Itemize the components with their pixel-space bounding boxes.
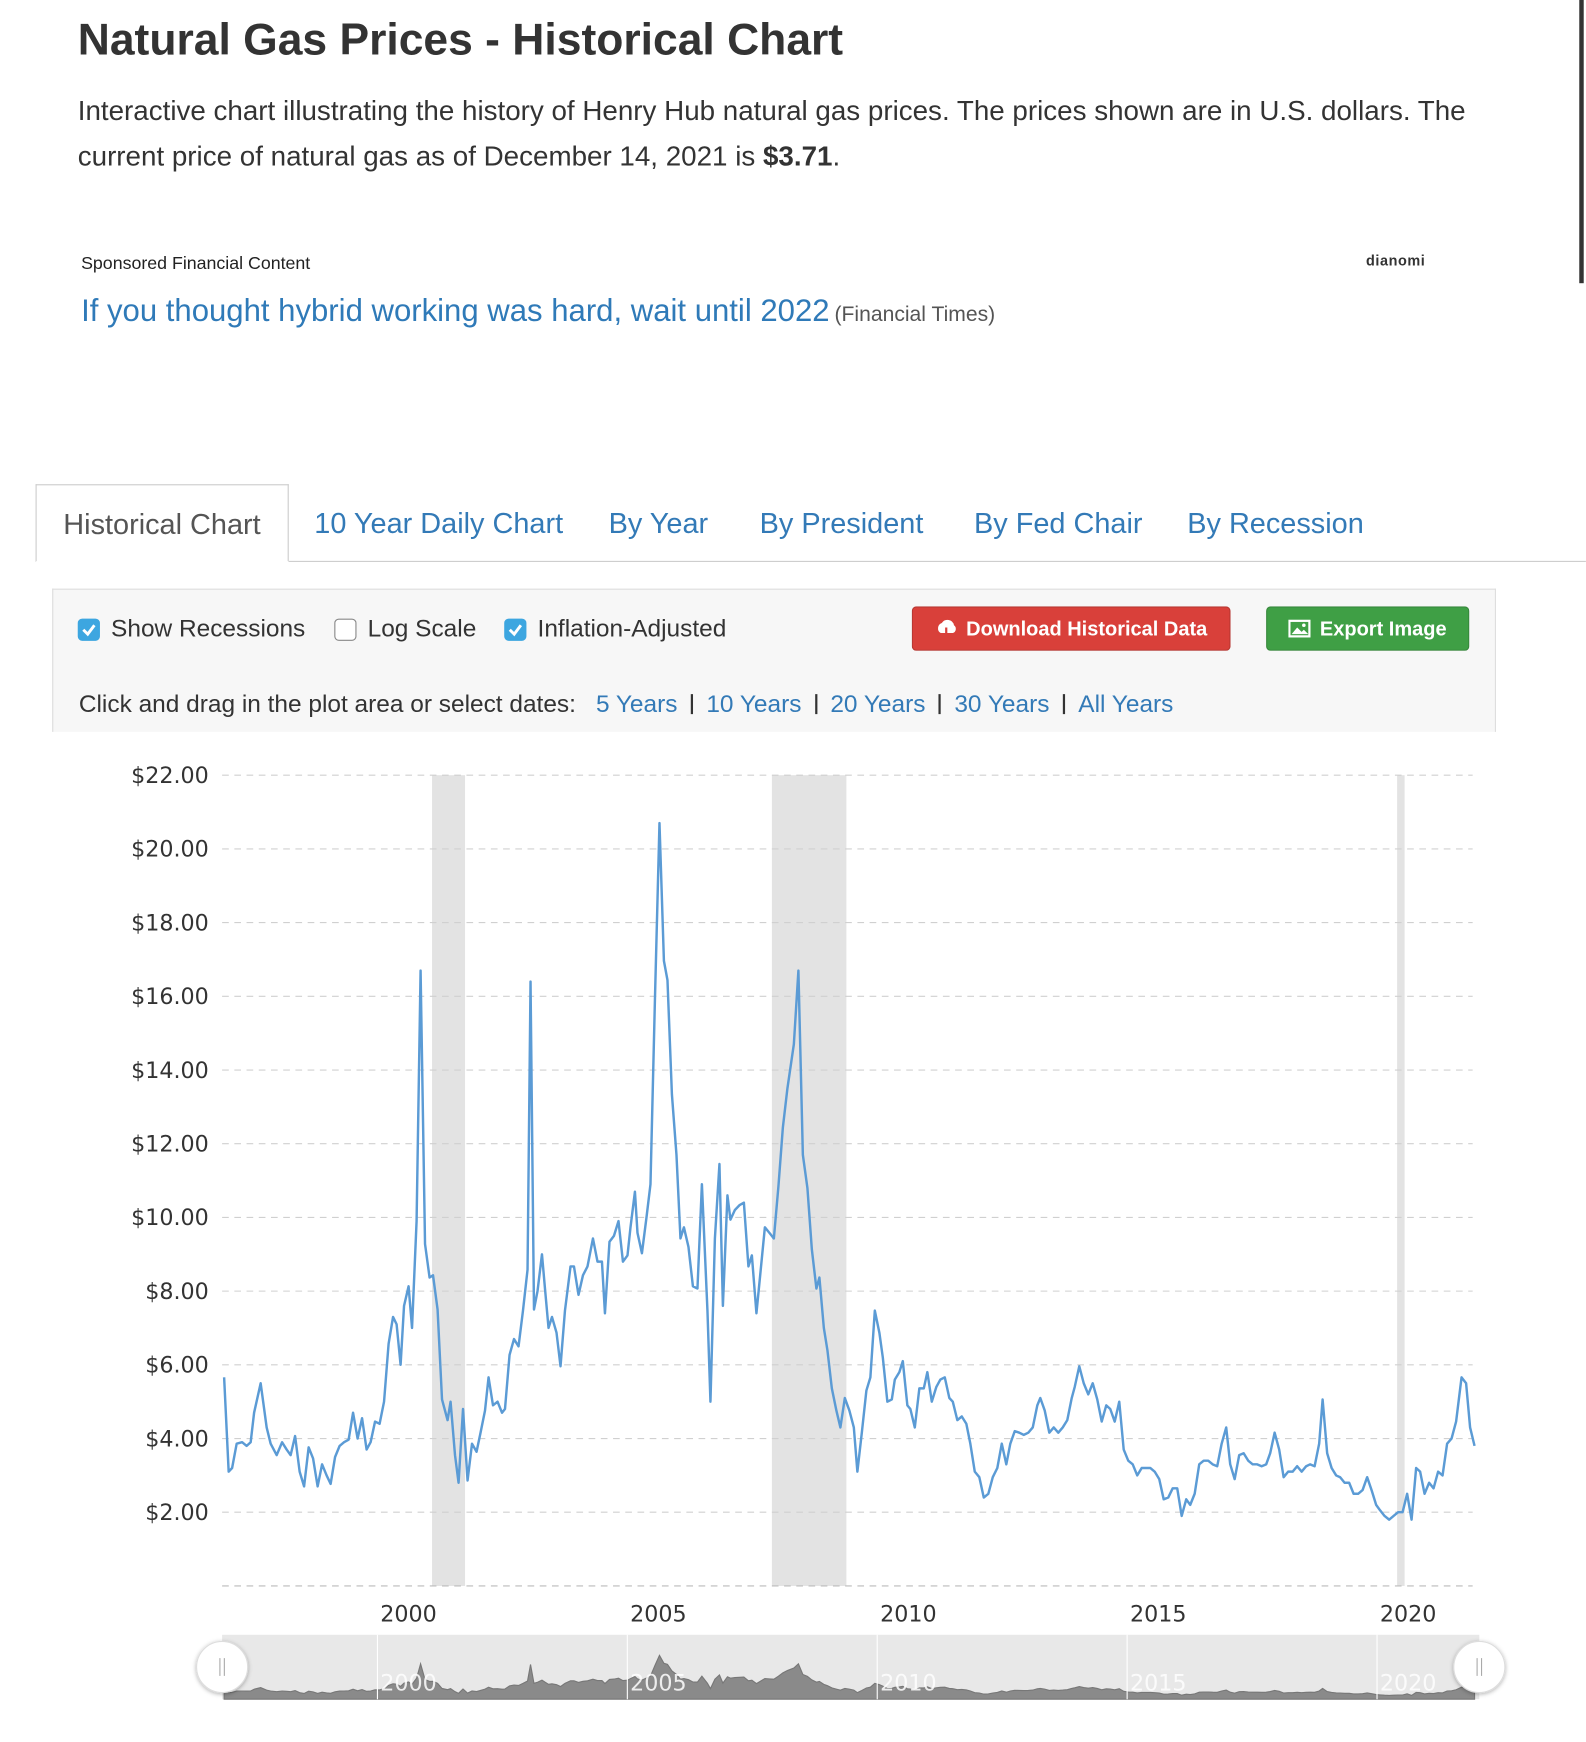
image-icon <box>1288 619 1312 638</box>
tab[interactable]: By Fed Chair <box>973 506 1143 540</box>
tab-underline <box>283 560 1586 562</box>
sponsored-label: Sponsored Financial Content <box>81 254 311 274</box>
y-tick-label: $18.00 <box>131 910 209 936</box>
navigator-handle[interactable] <box>1453 1640 1506 1694</box>
range-link[interactable]: 20 Years <box>814 691 939 716</box>
sponsor-brand[interactable]: Dianomi <box>1366 252 1426 269</box>
y-tick-label: $8.00 <box>145 1279 209 1305</box>
navigator-label: 2020 <box>1380 1670 1437 1696</box>
button[interactable]: Download Historical Data <box>911 606 1231 651</box>
range-link[interactable]: 30 Years <box>938 691 1063 716</box>
current-price: $3.71 <box>762 141 833 173</box>
option-label: Inflation-Adjusted <box>537 614 727 642</box>
x-tick-label: 2000 <box>380 1601 437 1627</box>
y-tick-label: $2.00 <box>145 1500 209 1526</box>
option-label: Log Scale <box>367 614 477 642</box>
range-link[interactable]: 10 Years <box>690 691 815 716</box>
navigator-label: 2015 <box>1130 1670 1187 1696</box>
x-tick-label: 2010 <box>880 1601 937 1627</box>
navigator-label: 2000 <box>380 1670 437 1696</box>
navigator-area <box>223 1654 1476 1700</box>
navigator-label: 2010 <box>880 1670 937 1696</box>
button-label[interactable]: Download Historical Data <box>966 617 1208 640</box>
checkbox-option[interactable]: Log Scale <box>334 612 476 645</box>
description: Interactive chart illustrating the histo… <box>78 89 1522 180</box>
control-panel: Click and drag in the plot area or selec… <box>52 588 1496 732</box>
button-label[interactable]: Export Image <box>1319 617 1447 640</box>
sponsored-headline[interactable]: If you thought hybrid working was hard, … <box>81 293 830 328</box>
checkbox-option[interactable]: Inflation-Adjusted <box>504 612 726 645</box>
handle-circle <box>1453 1640 1506 1694</box>
sponsored-item: If you thought hybrid working was hard, … <box>81 293 995 329</box>
download-icon <box>937 619 956 640</box>
checkbox-checked[interactable] <box>504 618 527 641</box>
range-list: 5 Years 10 Years 20 Years 30 Years All Years <box>583 690 1187 718</box>
y-tick-label: $14.00 <box>131 1058 209 1084</box>
scrollbar <box>1579 0 1584 284</box>
recession-band <box>1397 775 1405 1586</box>
checkbox-unchecked[interactable] <box>334 618 357 641</box>
handle-circle <box>196 1640 249 1694</box>
sponsored-source: (Financial Times) <box>834 303 996 327</box>
navigator-handle[interactable] <box>196 1640 249 1694</box>
y-tick-label: $4.00 <box>145 1426 209 1452</box>
y-tick-label: $22.00 <box>131 763 209 789</box>
range-link[interactable]: All Years <box>1062 691 1187 716</box>
chart[interactable]: $2.00 $4.00 $6.00 $8.00 $10.00 $12.00 $14.00 $1… <box>0 733 1586 1741</box>
range-link[interactable]: 5 Years <box>595 689 678 718</box>
x-tick-label: 2015 <box>1130 1601 1187 1627</box>
check-icon <box>508 624 523 637</box>
tab[interactable]: By Recession <box>1187 506 1364 540</box>
y-tick-label: $12.00 <box>131 1131 209 1157</box>
x-tick-label: 2005 <box>630 1601 687 1627</box>
tab[interactable]: 10 Year Daily Chart <box>314 506 564 540</box>
check-icon <box>82 624 96 637</box>
navigator-label: 2005 <box>630 1670 687 1696</box>
description-text: Interactive chart illustrating the histo… <box>77 95 1466 173</box>
price-line <box>222 821 1476 1521</box>
recession-band <box>771 775 847 1586</box>
option-label: Show Recessions <box>111 614 306 642</box>
tab-active[interactable]: Historical Chart <box>35 484 289 562</box>
y-tick-label: $10.00 <box>131 1205 209 1231</box>
button[interactable]: Export Image <box>1266 606 1470 651</box>
y-tick-label: $16.00 <box>131 984 209 1010</box>
y-tick-label: $6.00 <box>145 1353 209 1379</box>
tab[interactable]: By Year <box>608 506 709 540</box>
range-selector: Click and drag in the plot area or selec… <box>79 690 1187 719</box>
y-tick-label: $20.00 <box>131 837 209 863</box>
checkbox-option[interactable]: Show Recessions <box>77 612 306 645</box>
page-title: Natural Gas Prices - Historical Chart <box>77 15 844 65</box>
checkbox-checked[interactable] <box>77 618 100 641</box>
x-tick-label: 2020 <box>1380 1601 1437 1627</box>
description-end: . <box>832 141 841 173</box>
range-prompt: Click and drag in the plot area or selec… <box>78 689 576 718</box>
tab[interactable]: By President <box>759 506 924 540</box>
